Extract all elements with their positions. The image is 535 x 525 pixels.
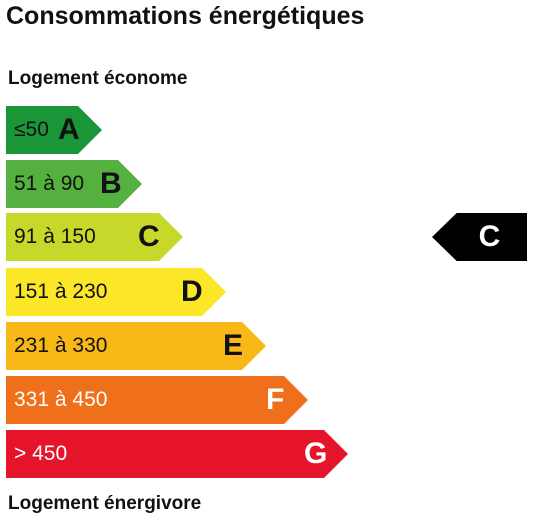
range-d: 151 à 230 [14, 280, 108, 303]
energy-class-g: > 450 G [6, 430, 348, 478]
inefficient-label: Logement énergivore [8, 493, 202, 514]
efficient-label: Logement économe [8, 68, 188, 89]
energy-class-a: ≤50 A [6, 106, 102, 154]
range-e: 231 à 330 [14, 334, 108, 357]
current-class-marker: C [432, 213, 527, 261]
range-b: 51 à 90 [14, 172, 85, 195]
letter-b: B [100, 167, 122, 200]
current-class-letter: C [478, 220, 501, 253]
range-g: > 450 [14, 442, 68, 465]
range-c: 91 à 150 [14, 225, 96, 248]
energy-class-b: 51 à 90 B [6, 160, 142, 208]
energy-class-d: 151 à 230 D [6, 268, 226, 316]
letter-a: A [58, 113, 80, 146]
letter-d: D [181, 275, 203, 308]
letter-g: G [304, 437, 328, 470]
range-a: ≤50 [14, 118, 49, 141]
energy-class-c: 91 à 150 C [6, 213, 183, 261]
range-f: 331 à 450 [14, 388, 108, 411]
letter-f: F [266, 383, 285, 416]
page-title: Consommations énergétiques [6, 2, 365, 30]
energy-class-e: 231 à 330 E [6, 322, 266, 370]
letter-e: E [223, 329, 244, 362]
letter-c: C [138, 220, 160, 253]
energy-class-f: 331 à 450 F [6, 376, 308, 424]
